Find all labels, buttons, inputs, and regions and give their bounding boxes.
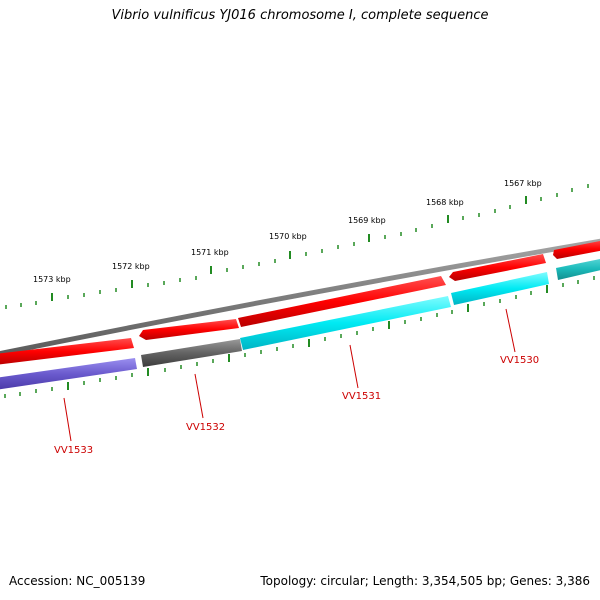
feature-forward [449,254,546,281]
backbone-ring [0,238,600,356]
gene-label-vv1531: VV1531 [342,391,381,402]
feature-cds-teal [556,259,600,280]
gene-label-vv1533: VV1533 [54,445,93,456]
feature-forward [238,276,446,327]
leader-line-vv1533 [63,397,72,442]
gene-label-vv1530: VV1530 [500,355,539,366]
gene-labels: VV1530 VV1531 VV1532 VV1533 [54,355,539,456]
scale-label-1573: 1573 kbp [33,275,71,284]
scale-label-1569: 1569 kbp [348,216,386,225]
feature-forward [553,240,600,259]
cds-features [0,259,600,390]
scale-label-1568: 1568 kbp [426,198,464,207]
map-title: Vibrio vulnificus YJ016 chromosome I, co… [111,8,489,23]
leader-line-vv1532 [194,373,204,419]
gene-leader-lines [63,308,516,442]
feature-cds-gray [141,339,242,367]
inner-tick-track [4,276,595,398]
leader-line-vv1530 [505,308,516,353]
feature-cds-cyan [240,296,451,350]
feature-forward [0,338,134,365]
gene-label-vv1532: VV1532 [186,422,225,433]
forward-strand-features [0,240,600,365]
accession-text: Accession: NC_005139 [9,574,146,588]
scale-label-1567: 1567 kbp [504,179,542,188]
feature-cds-blue [0,358,137,390]
scale-label-1571: 1571 kbp [191,248,229,257]
outer-tick-track [5,184,589,309]
scale-label-1570: 1570 kbp [269,232,307,241]
feature-cds-cyan [451,272,549,305]
topology-summary-text: Topology: circular; Length: 3,354,505 bp… [260,574,590,588]
leader-line-vv1531 [349,344,359,389]
scale-labels: 1567 kbp 1568 kbp 1569 kbp 1570 kbp 1571… [33,179,542,284]
feature-forward [139,319,239,340]
scale-label-1572: 1572 kbp [112,262,150,271]
